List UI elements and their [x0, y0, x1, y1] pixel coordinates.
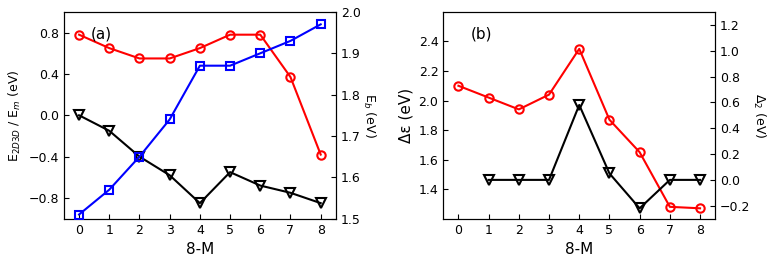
X-axis label: 8-M: 8-M: [565, 242, 594, 257]
Text: (b): (b): [471, 27, 492, 42]
Y-axis label: Δ$_2$ (eV): Δ$_2$ (eV): [751, 93, 767, 138]
Y-axis label: Δε (eV): Δε (eV): [398, 88, 413, 143]
Y-axis label: E$_{2D3D}$ / E$_m$ (eV): E$_{2D3D}$ / E$_m$ (eV): [7, 69, 23, 162]
Y-axis label: E$_b$ (eV): E$_b$ (eV): [361, 93, 377, 138]
X-axis label: 8-M: 8-M: [186, 242, 214, 257]
Text: (a): (a): [91, 27, 112, 42]
